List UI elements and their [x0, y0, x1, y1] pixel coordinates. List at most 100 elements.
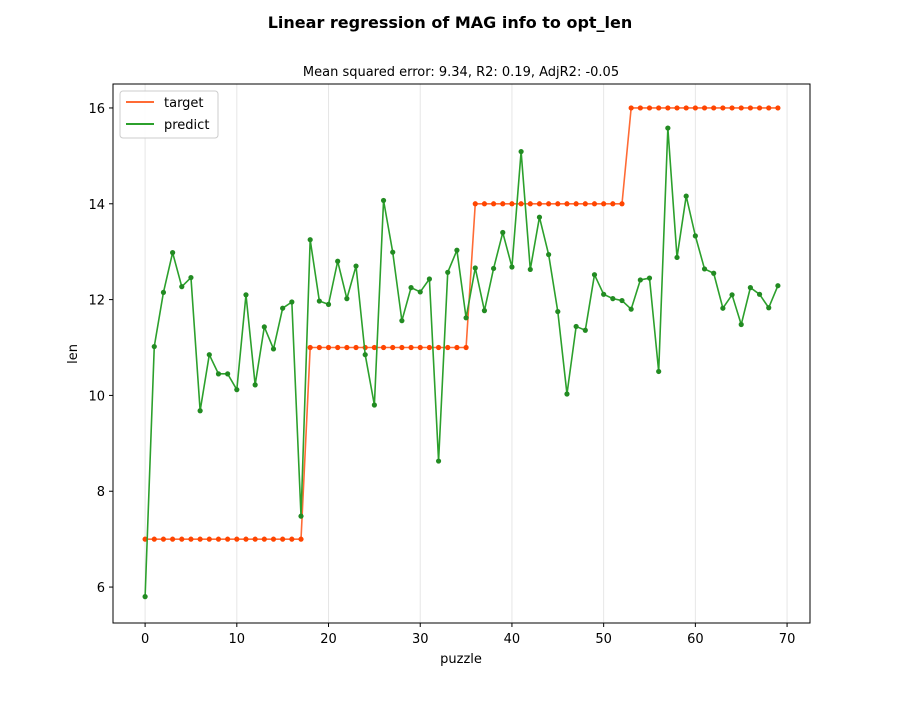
data-point-target — [344, 345, 349, 350]
data-point-target — [152, 537, 157, 542]
data-point-predict — [546, 252, 551, 257]
data-point-target — [757, 105, 762, 110]
data-point-target — [225, 537, 230, 542]
data-point-target — [537, 201, 542, 206]
data-point-predict — [610, 296, 615, 301]
data-point-target — [308, 345, 313, 350]
data-point-target — [326, 345, 331, 350]
data-point-predict — [289, 299, 294, 304]
data-point-target — [684, 105, 689, 110]
data-point-predict — [519, 149, 524, 154]
data-point-target — [427, 345, 432, 350]
data-point-target — [748, 105, 753, 110]
data-point-predict — [537, 215, 542, 220]
data-point-predict — [528, 267, 533, 272]
data-point-predict — [161, 290, 166, 295]
data-point-target — [528, 201, 533, 206]
data-point-predict — [491, 266, 496, 271]
data-point-predict — [674, 255, 679, 260]
data-point-predict — [748, 285, 753, 290]
data-point-predict — [592, 272, 597, 277]
data-point-predict — [372, 402, 377, 407]
x-tick-label: 10 — [229, 632, 246, 647]
data-point-target — [207, 537, 212, 542]
series-predict — [143, 125, 781, 599]
data-point-predict — [234, 387, 239, 392]
data-point-target — [482, 201, 487, 206]
series-line-predict — [145, 128, 778, 597]
data-point-predict — [308, 237, 313, 242]
data-point-predict — [253, 382, 258, 387]
data-point-predict — [702, 266, 707, 271]
data-point-predict — [152, 344, 157, 349]
data-point-predict — [390, 250, 395, 255]
data-point-target — [711, 105, 716, 110]
data-point-predict — [720, 306, 725, 311]
y-axis-ticks: 6 8 10 12 14 16 — [88, 102, 113, 596]
data-point-target — [216, 537, 221, 542]
data-point-target — [271, 537, 276, 542]
data-point-target — [546, 201, 551, 206]
x-tick-label: 60 — [687, 632, 704, 647]
data-point-predict — [326, 302, 331, 307]
data-point-target — [629, 105, 634, 110]
data-point-predict — [216, 371, 221, 376]
data-point-target — [317, 345, 322, 350]
data-point-predict — [207, 352, 212, 357]
data-point-target — [170, 537, 175, 542]
data-point-predict — [482, 308, 487, 313]
data-point-predict — [445, 270, 450, 275]
data-point-predict — [243, 292, 248, 297]
data-point-target — [253, 537, 258, 542]
plot-frame — [113, 84, 810, 623]
data-point-predict — [298, 514, 303, 519]
data-point-target — [234, 537, 239, 542]
data-point-target — [408, 345, 413, 350]
data-point-predict — [353, 263, 358, 268]
data-point-target — [638, 105, 643, 110]
data-point-predict — [647, 275, 652, 280]
series-group — [143, 105, 781, 599]
data-point-predict — [739, 322, 744, 327]
data-point-predict — [335, 259, 340, 264]
data-point-target — [720, 105, 725, 110]
data-point-predict — [188, 275, 193, 280]
data-point-target — [601, 201, 606, 206]
data-point-target — [583, 201, 588, 206]
data-point-predict — [198, 408, 203, 413]
data-point-predict — [693, 233, 698, 238]
y-axis-label: len — [66, 344, 81, 364]
chart-title: Linear regression of MAG info to opt_len — [268, 13, 633, 32]
data-point-target — [161, 537, 166, 542]
y-tick-label: 14 — [88, 198, 105, 213]
data-point-target — [509, 201, 514, 206]
data-point-predict — [629, 307, 634, 312]
data-point-predict — [225, 371, 230, 376]
data-point-target — [179, 537, 184, 542]
data-point-target — [243, 537, 248, 542]
y-tick-label: 6 — [97, 581, 105, 596]
data-point-target — [473, 201, 478, 206]
data-point-predict — [317, 298, 322, 303]
data-point-predict — [399, 318, 404, 323]
data-point-predict — [638, 277, 643, 282]
data-point-target — [418, 345, 423, 350]
data-point-predict — [766, 305, 771, 310]
data-point-target — [463, 345, 468, 350]
data-point-target — [519, 201, 524, 206]
x-tick-label: 40 — [504, 632, 521, 647]
data-point-predict — [473, 265, 478, 270]
data-point-target — [564, 201, 569, 206]
data-point-predict — [363, 352, 368, 357]
data-point-target — [702, 105, 707, 110]
data-point-predict — [143, 594, 148, 599]
data-point-target — [399, 345, 404, 350]
data-point-predict — [564, 391, 569, 396]
data-point-predict — [463, 315, 468, 320]
data-point-target — [610, 201, 615, 206]
data-point-target — [647, 105, 652, 110]
data-point-target — [766, 105, 771, 110]
data-point-target — [454, 345, 459, 350]
series-line-target — [145, 108, 778, 539]
data-point-target — [693, 105, 698, 110]
